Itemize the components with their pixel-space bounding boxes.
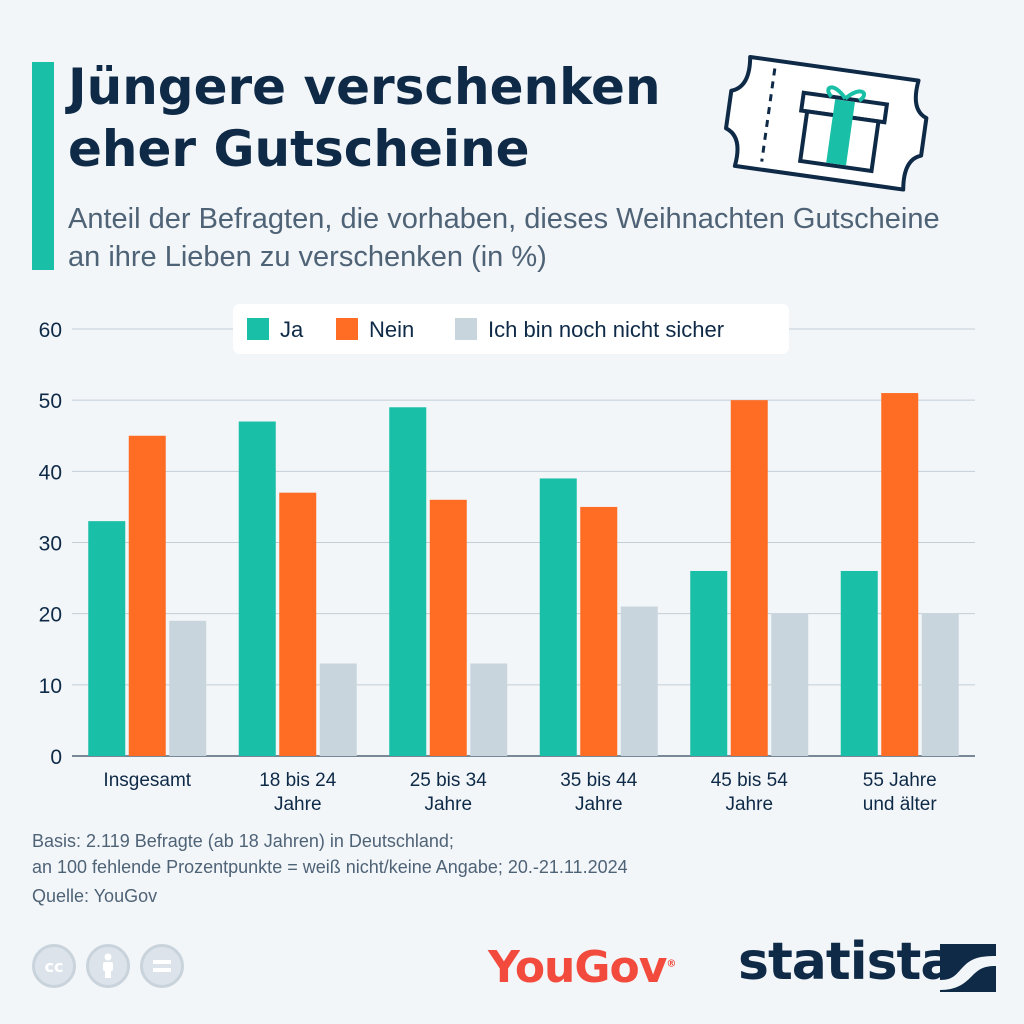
legend-swatch (455, 318, 477, 340)
source-note: Quelle: YouGov (32, 886, 158, 906)
bar (730, 400, 768, 756)
bar (840, 570, 878, 756)
license-icons: cc (32, 944, 184, 988)
x-tick-label: und älter (863, 794, 938, 815)
x-tick-label: Jahre (725, 794, 773, 815)
legend-label: Ich bin noch nicht sicher (488, 317, 724, 342)
y-tick-label: 30 (39, 533, 62, 556)
footnote-line-2: an 100 fehlende Prozentpunkte = weiß nic… (32, 857, 628, 877)
x-tick-label: Jahre (575, 794, 623, 815)
accent-bar (32, 62, 54, 270)
bar-chart: 0 10 20 30 40 50 60 Insgesamt 18 bis 24 Jahre 25 … (39, 304, 975, 815)
bar (169, 620, 207, 756)
statista-mark-icon (940, 944, 996, 992)
x-tick-label: 35 bis 44 (560, 770, 638, 791)
bar (539, 478, 577, 756)
x-tick-label: 18 bis 24 (259, 770, 337, 791)
y-tick-label: 0 (50, 746, 62, 769)
y-tick-label: 50 (39, 390, 62, 413)
bar (580, 506, 618, 756)
bar (128, 435, 166, 756)
legend-label: Nein (369, 317, 414, 342)
bar (470, 663, 508, 756)
bar (319, 663, 357, 756)
x-tick-label: Jahre (424, 794, 472, 815)
bar (279, 492, 317, 756)
y-tick-label: 10 (39, 675, 62, 698)
y-tick-label: 20 (39, 604, 62, 627)
bar (238, 421, 276, 756)
bar (881, 393, 919, 756)
yougov-logo[interactable]: YouGov® (488, 942, 676, 993)
page-subtitle: Anteil der Befragten, die vorhaben, dies… (68, 203, 940, 273)
legend-box (233, 304, 789, 354)
footnote: Basis: 2.119 Befragte (ab 18 Jahren) in … (32, 828, 628, 880)
cc-icon[interactable]: cc (32, 944, 76, 988)
attribution-icon[interactable] (86, 944, 130, 988)
page-title: Jüngere verschenken eher Gutscheine (68, 58, 661, 178)
y-tick-label: 60 (39, 319, 62, 342)
legend-label: Ja (280, 317, 304, 342)
bar (620, 606, 658, 756)
x-tick-label: 45 bis 54 (711, 770, 789, 791)
bar (771, 613, 809, 756)
gift-voucher-icon (724, 54, 929, 192)
x-tick-label: Insgesamt (103, 770, 191, 791)
x-tick-label: Jahre (274, 794, 322, 815)
bar (429, 499, 467, 756)
bar (921, 613, 959, 756)
legend-swatch (247, 318, 269, 340)
x-tick-label: 55 Jahre (863, 770, 937, 791)
y-tick-label: 40 (39, 461, 62, 484)
equals-icon[interactable] (140, 944, 184, 988)
bar (690, 570, 728, 756)
x-tick-label: 25 bis 34 (410, 770, 488, 791)
legend-swatch (336, 318, 358, 340)
bar (88, 521, 126, 756)
footnote-line-1: Basis: 2.119 Befragte (ab 18 Jahren) in … (32, 831, 454, 851)
statista-logo[interactable]: statista (738, 932, 955, 992)
bar (389, 407, 427, 756)
